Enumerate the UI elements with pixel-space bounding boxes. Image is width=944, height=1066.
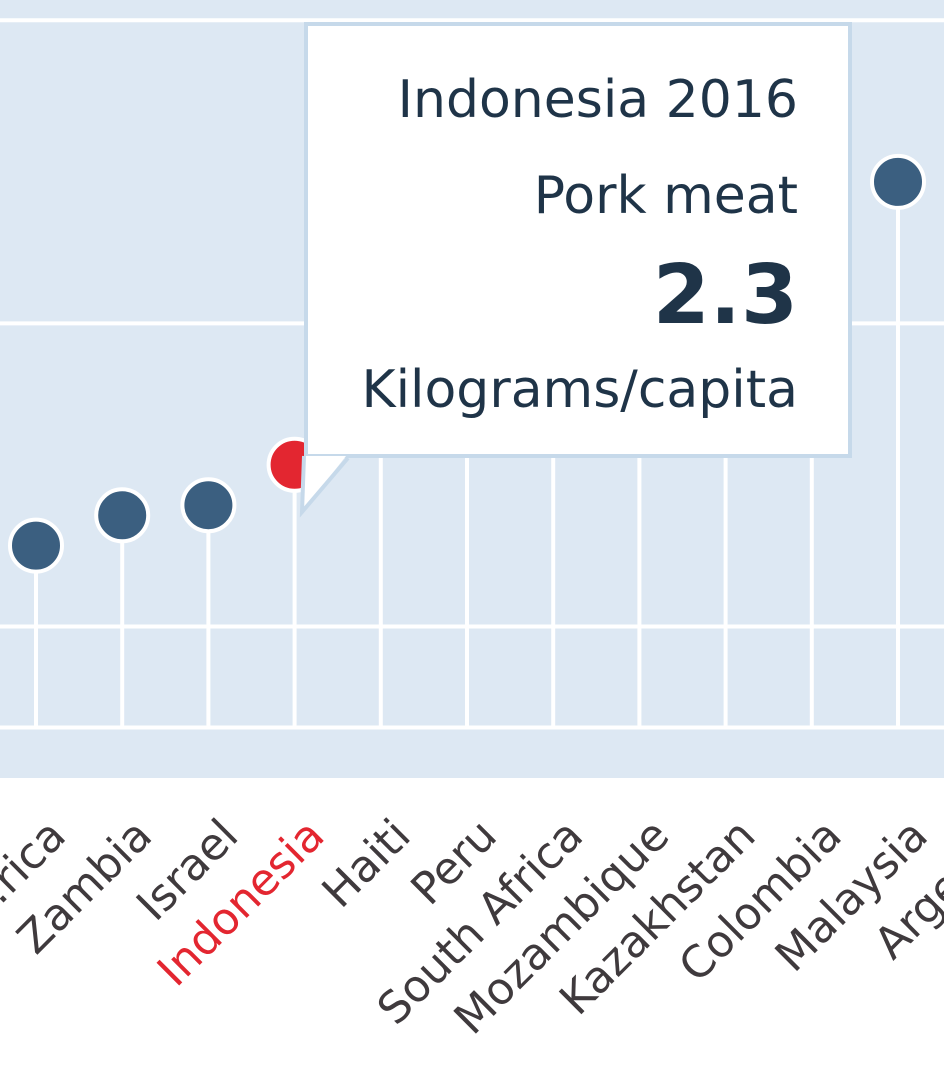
x-tick-label: Haiti bbox=[313, 810, 421, 918]
data-point[interactable] bbox=[870, 153, 926, 210]
data-point[interactable] bbox=[180, 477, 237, 534]
tooltip: Indonesia 2016 Pork meat 2.3 Kilograms/c… bbox=[304, 22, 852, 458]
tooltip-title: Indonesia 2016 bbox=[397, 70, 798, 130]
x-axis-labels: …ricaZambiaIsraelIndonesiaHaitiPeruSouth… bbox=[0, 810, 944, 1045]
data-point[interactable] bbox=[94, 487, 151, 544]
data-point[interactable] bbox=[8, 517, 64, 574]
tooltip-value: 2.3 bbox=[652, 248, 798, 343]
tooltip-unit: Kilograms/capita bbox=[361, 360, 799, 420]
tooltip-series: Pork meat bbox=[533, 166, 798, 226]
